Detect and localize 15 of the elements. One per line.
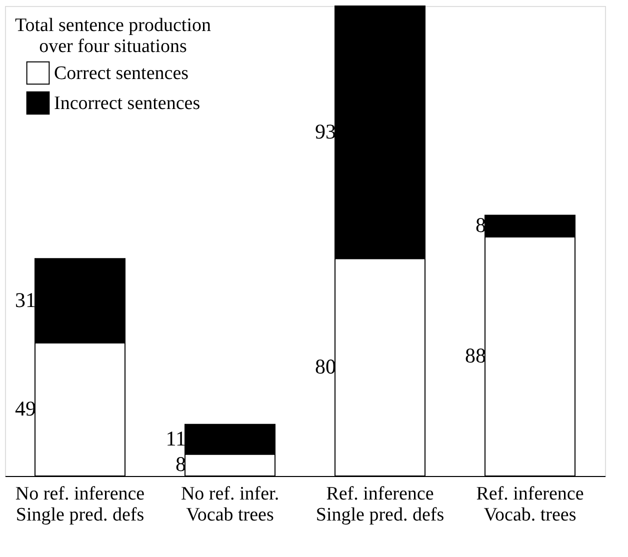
legend-label: Correct sentences bbox=[54, 63, 189, 84]
data-label: 80 bbox=[315, 354, 336, 378]
data-label: 11 bbox=[166, 426, 186, 450]
x-tick-label: No ref. inference Single pred. defs bbox=[15, 484, 145, 526]
data-label: 31 bbox=[15, 288, 36, 312]
data-label: 88 bbox=[465, 343, 486, 368]
data-label: 8 bbox=[176, 452, 186, 476]
legend-label: Incorrect sentences bbox=[54, 93, 200, 114]
x-tick-label: Ref. inference Single pred. defs bbox=[316, 484, 444, 526]
data-label: 8 bbox=[476, 213, 486, 238]
data-label: 49 bbox=[15, 396, 36, 420]
legend-title: Total sentence production over four situations bbox=[15, 15, 212, 57]
x-tick-label: No ref. infer. Vocab trees bbox=[180, 484, 280, 526]
data-label: 93 bbox=[315, 119, 336, 144]
x-tick-label: Ref. inference Vocab. trees bbox=[476, 484, 584, 526]
